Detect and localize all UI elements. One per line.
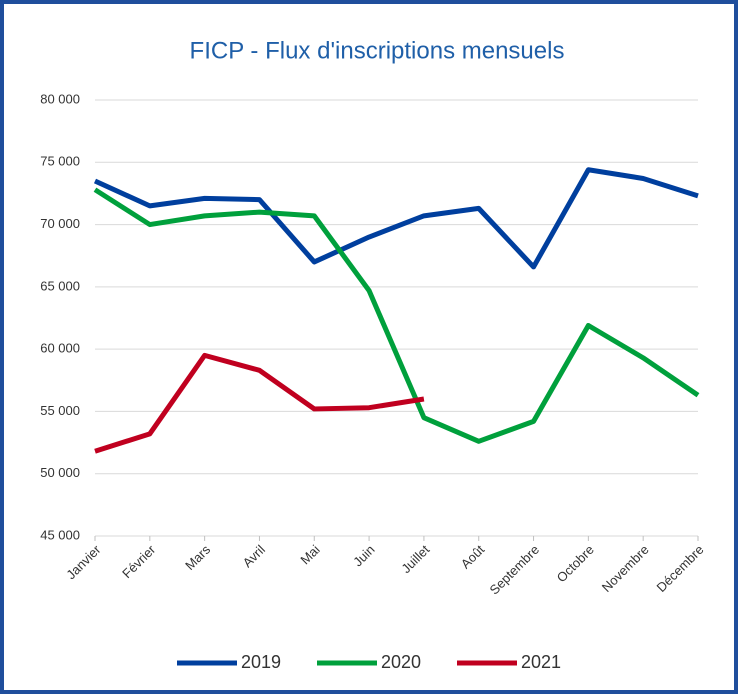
series-line bbox=[93, 167, 699, 270]
legend-label: 2020 bbox=[381, 652, 421, 672]
legend-label: 2021 bbox=[521, 652, 561, 672]
y-tick-label: 75 000 bbox=[40, 154, 80, 169]
series-line bbox=[94, 352, 425, 454]
y-tick-label: 80 000 bbox=[40, 91, 80, 106]
y-tick-label: 60 000 bbox=[40, 341, 80, 356]
chart-title: FICP - Flux d'inscriptions mensuels bbox=[190, 37, 565, 64]
y-tick-label: 65 000 bbox=[40, 278, 80, 293]
y-tick-label: 50 000 bbox=[40, 465, 80, 480]
series-line bbox=[93, 187, 700, 444]
legend-label: 2019 bbox=[241, 652, 281, 672]
y-tick-label: 45 000 bbox=[40, 527, 80, 542]
y-tick-label: 55 000 bbox=[40, 403, 80, 418]
y-tick-label: 70 000 bbox=[40, 216, 80, 231]
